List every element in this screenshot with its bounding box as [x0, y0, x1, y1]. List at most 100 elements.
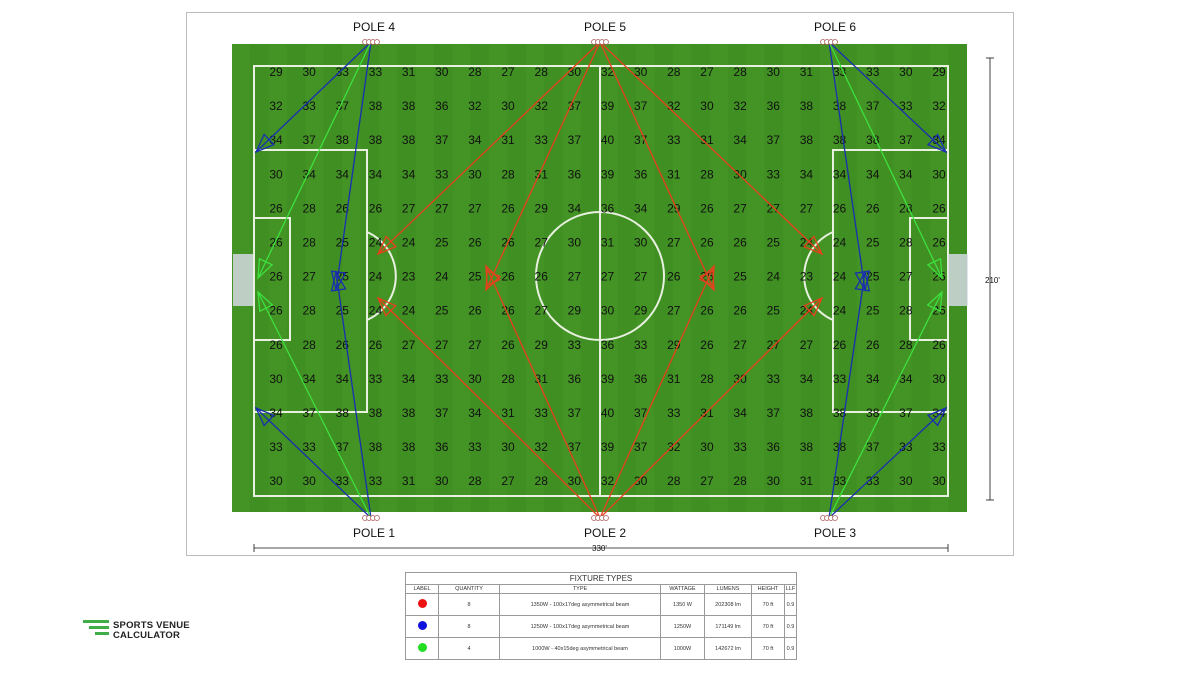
illuminance-value: 32 [667, 440, 681, 454]
illuminance-value: 28 [899, 338, 913, 352]
illuminance-value: 24 [800, 236, 814, 250]
illuminance-value: 25 [733, 270, 747, 284]
illuminance-value: 23 [800, 270, 814, 284]
fixture-quantity: 8 [438, 615, 500, 638]
illuminance-value: 27 [634, 270, 648, 284]
header-quantity: QUANTITY [438, 584, 500, 594]
illuminance-value: 24 [369, 236, 383, 250]
illuminance-value: 24 [833, 236, 847, 250]
illuminance-value: 28 [899, 304, 913, 318]
illuminance-value: 27 [601, 270, 615, 284]
illuminance-value: 37 [302, 406, 316, 420]
illuminance-value: 34 [468, 406, 482, 420]
illuminance-value: 34 [833, 167, 847, 181]
pole-5-label: POLE 5 [583, 20, 627, 34]
fixture-wattage: 1000W [660, 637, 705, 660]
illuminance-value: 31 [667, 372, 681, 386]
illuminance-value: 30 [899, 65, 913, 79]
center-circle [535, 211, 665, 341]
pole-fixture-icon [832, 39, 838, 45]
illuminance-value: 34 [336, 372, 350, 386]
illuminance-value: 30 [634, 65, 648, 79]
illuminance-value: 33 [369, 474, 383, 488]
light-beam [828, 41, 943, 279]
illuminance-value: 24 [435, 270, 449, 284]
illuminance-value: 28 [899, 236, 913, 250]
illuminance-value: 25 [336, 304, 350, 318]
light-beam [335, 271, 372, 519]
illuminance-value: 27 [501, 65, 515, 79]
illuminance-value: 30 [302, 65, 316, 79]
illuminance-value: 31 [601, 236, 615, 250]
illuminance-value: 26 [336, 201, 350, 215]
illuminance-value: 26 [733, 236, 747, 250]
grass-stripe [526, 44, 544, 512]
light-beam [255, 407, 372, 519]
light-beam [599, 41, 823, 255]
illuminance-value: 33 [369, 372, 383, 386]
illuminance-value: 39 [601, 440, 615, 454]
left-goal [233, 254, 253, 306]
illuminance-value: 34 [302, 372, 316, 386]
illuminance-value: 27 [767, 338, 781, 352]
illuminance-value: 30 [269, 167, 283, 181]
illuminance-value: 33 [667, 406, 681, 420]
illuminance-value: 33 [833, 372, 847, 386]
illuminance-value: 28 [667, 474, 681, 488]
illuminance-value: 24 [402, 236, 416, 250]
header-height: HEIGHT [751, 584, 785, 594]
fixture-row: 8 1350W - 100x17deg asymmetrical beam 1350… [405, 593, 797, 616]
illuminance-value: 34 [899, 372, 913, 386]
illuminance-value: 38 [369, 133, 383, 147]
illuminance-value: 32 [733, 99, 747, 113]
illuminance-value: 28 [733, 474, 747, 488]
pole-fixture-icon [374, 39, 380, 45]
illuminance-value: 37 [336, 440, 350, 454]
illuminance-value: 30 [767, 65, 781, 79]
illuminance-value: 34 [634, 201, 648, 215]
diagram-frame [186, 12, 1014, 556]
illuminance-value: 33 [634, 338, 648, 352]
beam-arrow-icon [254, 406, 275, 427]
illuminance-value: 31 [700, 133, 714, 147]
light-beam [485, 41, 601, 291]
illuminance-value: 30 [932, 372, 946, 386]
illuminance-value: 33 [767, 372, 781, 386]
illuminance-value: 27 [535, 236, 549, 250]
illuminance-value: 34 [733, 406, 747, 420]
illuminance-value: 29 [269, 65, 283, 79]
illuminance-value: 26 [932, 236, 946, 250]
illuminance-value: 27 [468, 338, 482, 352]
illuminance-value: 33 [535, 133, 549, 147]
grass-stripe [636, 44, 655, 512]
illuminance-value: 32 [269, 99, 283, 113]
illuminance-value: 27 [302, 270, 316, 284]
header-label: LABEL [405, 584, 439, 594]
fixture-lumens: 202308 lm [704, 593, 752, 616]
header-lumens: LUMENS [704, 584, 752, 594]
fixture-wattage: 1250W [660, 615, 705, 638]
illuminance-value: 25 [767, 236, 781, 250]
illuminance-value: 32 [932, 99, 946, 113]
illuminance-value: 37 [866, 99, 880, 113]
illuminance-value: 29 [634, 304, 648, 318]
illuminance-value: 28 [302, 338, 316, 352]
illuminance-value: 25 [767, 304, 781, 318]
illuminance-value: 33 [302, 440, 316, 454]
illuminance-value: 38 [369, 406, 383, 420]
beam-arrow-icon [376, 235, 397, 256]
beam-arrow-icon [854, 270, 871, 292]
illuminance-value: 24 [369, 270, 383, 284]
illuminance-value: 36 [601, 338, 615, 352]
illuminance-value: 33 [435, 372, 449, 386]
illuminance-value: 27 [435, 338, 449, 352]
light-beam [828, 291, 943, 519]
illuminance-value: 33 [667, 133, 681, 147]
fixture-lumens: 171149 lm [704, 615, 752, 638]
illuminance-value: 26 [369, 338, 383, 352]
light-beam [828, 41, 866, 291]
grass-stripe [452, 44, 471, 512]
illuminance-value: 31 [667, 167, 681, 181]
illuminance-value: 24 [800, 304, 814, 318]
illuminance-value: 36 [601, 201, 615, 215]
